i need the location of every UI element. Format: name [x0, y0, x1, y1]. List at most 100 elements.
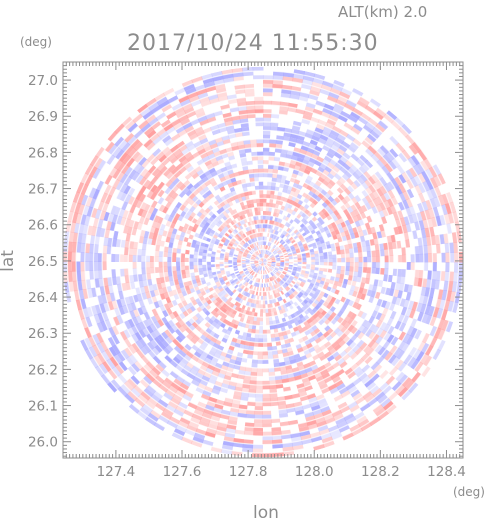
field-cell — [261, 236, 264, 241]
field-cell — [252, 267, 257, 271]
field-cell — [309, 400, 320, 408]
field-cell — [255, 250, 259, 255]
field-cell — [266, 282, 269, 288]
field-cell — [272, 83, 283, 89]
field-cell — [247, 315, 252, 321]
field-cell — [92, 344, 102, 356]
field-cell — [333, 79, 345, 88]
field-cell — [264, 254, 267, 259]
field-cell — [248, 279, 253, 284]
field-cell — [137, 394, 149, 404]
field-cell — [175, 328, 183, 336]
field-cell — [209, 143, 219, 150]
field-cell — [176, 261, 181, 267]
field-cell — [440, 271, 446, 282]
field-cell — [314, 371, 323, 379]
field-cell — [210, 259, 216, 262]
field-cell — [389, 148, 399, 159]
field-cell — [233, 242, 239, 246]
field-cell — [290, 272, 296, 276]
field-cell — [433, 196, 441, 208]
field-cell — [157, 399, 169, 408]
field-cell — [267, 258, 272, 261]
field-cell — [384, 163, 394, 173]
field-cell — [266, 185, 272, 191]
field-cell — [292, 253, 297, 256]
field-cell — [300, 271, 305, 276]
field-cell — [207, 423, 218, 431]
field-cell — [271, 238, 275, 244]
field-cell — [309, 269, 315, 273]
field-cell — [270, 277, 273, 282]
field-cell — [294, 244, 299, 249]
field-cell — [270, 294, 274, 300]
field-cell — [276, 283, 280, 288]
field-cell — [96, 322, 105, 333]
field-cell — [180, 265, 186, 271]
field-cell — [249, 212, 254, 217]
field-cell — [319, 383, 329, 391]
field-cell — [239, 284, 244, 289]
field-cell — [328, 179, 336, 187]
field-cell — [310, 259, 316, 263]
field-cell — [258, 185, 264, 190]
field-cell — [257, 151, 264, 156]
field-cell — [317, 137, 327, 145]
field-cell — [380, 397, 391, 408]
field-cell — [249, 234, 253, 240]
field-cell — [350, 312, 358, 320]
field-cell — [369, 130, 380, 140]
field-cell — [279, 267, 284, 270]
plot-frame — [62, 61, 464, 459]
field-cell — [269, 303, 273, 309]
field-cell — [133, 308, 140, 318]
range-ring — [223, 223, 303, 301]
field-cell — [271, 263, 276, 265]
field-cell — [135, 191, 143, 201]
field-cell — [195, 318, 202, 325]
field-cell — [252, 243, 256, 248]
field-cell — [274, 267, 279, 271]
field-cell — [135, 323, 143, 332]
field-cell — [302, 403, 312, 410]
field-cell — [259, 262, 263, 265]
field-cell — [263, 258, 267, 262]
field-cell — [263, 258, 265, 262]
field-cell — [258, 260, 263, 262]
field-cell — [218, 242, 224, 247]
field-cell — [202, 267, 208, 272]
field-cell — [266, 250, 269, 255]
field-cell — [320, 277, 326, 282]
field-cell — [345, 338, 354, 347]
field-cell — [184, 125, 195, 134]
field-cell — [375, 267, 381, 275]
field-cell — [251, 256, 256, 259]
field-cell — [445, 252, 450, 263]
field-cell — [288, 267, 293, 270]
field-cell — [260, 283, 262, 288]
field-cell — [262, 300, 266, 305]
field-cell — [134, 331, 143, 341]
field-cell — [131, 325, 139, 335]
field-cell — [338, 114, 349, 123]
field-cell — [275, 231, 279, 236]
field-cell — [128, 403, 140, 414]
field-cell — [259, 228, 262, 233]
field-cell — [161, 103, 173, 113]
field-cell — [142, 375, 153, 385]
range-ring — [205, 206, 321, 318]
field-cell — [236, 193, 242, 199]
field-cell — [413, 175, 422, 186]
field-cell — [146, 361, 156, 371]
field-cell — [273, 208, 278, 213]
field-cell — [263, 121, 271, 127]
field-cell — [171, 432, 184, 441]
field-cell — [188, 199, 196, 206]
field-cell — [268, 156, 275, 161]
field-cell — [263, 262, 267, 264]
field-cell — [253, 418, 263, 424]
field-cell — [354, 257, 359, 263]
field-cell — [158, 360, 167, 370]
field-cell — [263, 126, 271, 131]
field-cell — [197, 258, 203, 262]
